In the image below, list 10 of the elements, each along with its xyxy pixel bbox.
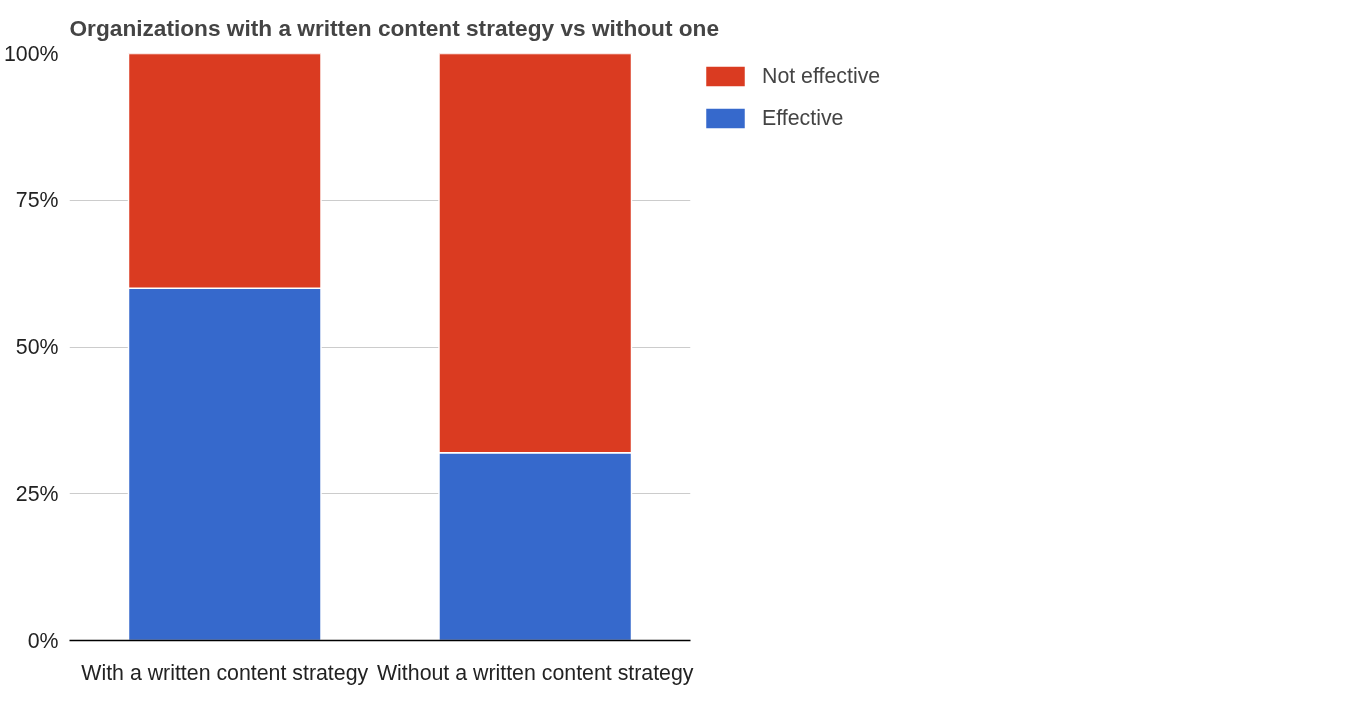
y-tick-label: 50% [15,335,59,359]
y-tick-label: 75% [15,188,59,213]
legend-label: Not effective [762,63,881,89]
x-tick-label: Without a written content strategy [376,660,694,685]
y-tick-label: 100% [3,41,59,66]
y-tick-label: 25% [15,481,59,506]
x-tick-label: With a written content strategy [81,660,369,685]
y-tick-label: 0% [27,628,59,653]
chart-title: Organizations with a written content strategy vs without one [69,15,720,41]
legend-label: Effective [762,105,844,131]
